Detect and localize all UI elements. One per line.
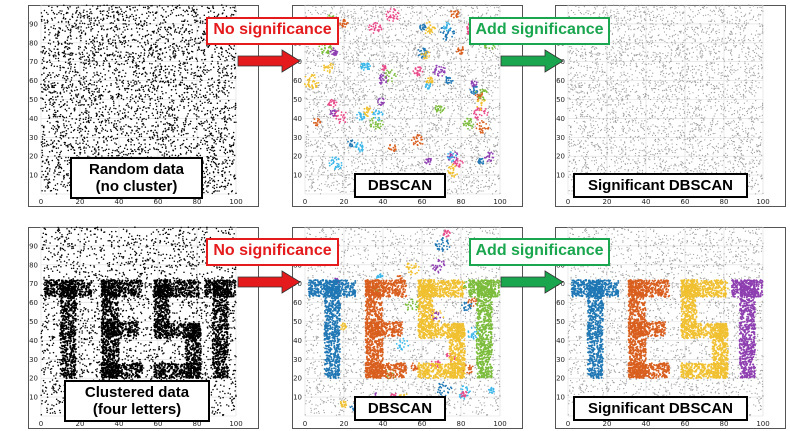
y-tick-label: 20 bbox=[29, 375, 38, 383]
y-tick-label: 30 bbox=[556, 356, 565, 364]
label-clustered-data: Clustered data (four letters) bbox=[64, 380, 210, 422]
y-tick-label: 10 bbox=[29, 394, 38, 402]
y-tick-label: 50 bbox=[293, 318, 302, 326]
y-tick-label: 20 bbox=[556, 375, 565, 383]
x-tick-label: 20 bbox=[603, 420, 612, 428]
x-tick-label: 0 bbox=[303, 198, 307, 206]
label-significant-dbscan-top-line1: Significant DBSCAN bbox=[581, 177, 740, 194]
x-tick-label: 0 bbox=[303, 420, 307, 428]
y-tick-label: 90 bbox=[29, 242, 38, 250]
y-tick-label: 90 bbox=[29, 20, 38, 28]
y-tick-label: 10 bbox=[29, 172, 38, 180]
y-tick-label: 80 bbox=[29, 39, 38, 47]
y-tick-label: 60 bbox=[29, 77, 38, 85]
y-tick-label: 70 bbox=[29, 280, 38, 288]
x-tick-label: 20 bbox=[603, 198, 612, 206]
y-tick-label: 60 bbox=[556, 299, 565, 307]
label-dbscan-bottom-line1: DBSCAN bbox=[362, 400, 438, 417]
y-tick-label: 30 bbox=[293, 134, 302, 142]
x-tick-label: 80 bbox=[720, 198, 729, 206]
x-tick-label: 0 bbox=[566, 198, 570, 206]
y-tick-label: 20 bbox=[293, 153, 302, 161]
y-tick-label: 30 bbox=[29, 356, 38, 364]
y-tick-label: 20 bbox=[293, 375, 302, 383]
x-tick-label: 20 bbox=[76, 198, 85, 206]
label-significant-dbscan-top: Significant DBSCAN bbox=[573, 173, 748, 198]
x-tick-label: 100 bbox=[493, 198, 506, 206]
x-tick-label: 60 bbox=[418, 198, 427, 206]
x-tick-label: 60 bbox=[681, 420, 690, 428]
label-clustered-data-line2: (four letters) bbox=[72, 401, 202, 418]
x-tick-label: 40 bbox=[642, 198, 651, 206]
y-tick-label: 80 bbox=[29, 261, 38, 269]
x-tick-label: 80 bbox=[193, 198, 202, 206]
x-tick-label: 40 bbox=[379, 420, 388, 428]
label-dbscan-top-line1: DBSCAN bbox=[362, 177, 438, 194]
y-tick-label: 60 bbox=[293, 77, 302, 85]
y-tick-label: 40 bbox=[293, 115, 302, 123]
label-significant-dbscan-bottom: Significant DBSCAN bbox=[573, 396, 748, 421]
y-tick-label: 30 bbox=[29, 134, 38, 142]
y-tick-label: 10 bbox=[293, 172, 302, 180]
y-tick-label: 10 bbox=[556, 172, 565, 180]
x-tick-label: 80 bbox=[457, 420, 466, 428]
y-tick-label: 60 bbox=[293, 299, 302, 307]
y-tick-label: 60 bbox=[556, 77, 565, 85]
x-tick-label: 100 bbox=[229, 420, 242, 428]
y-tick-label: 50 bbox=[293, 96, 302, 104]
y-tick-label: 20 bbox=[29, 153, 38, 161]
no-significance-label-top: No significance bbox=[206, 17, 339, 45]
y-tick-label: 50 bbox=[556, 318, 565, 326]
x-tick-label: 0 bbox=[39, 198, 43, 206]
x-tick-label: 60 bbox=[418, 420, 427, 428]
no-significance-label-bottom: No significance bbox=[206, 238, 339, 266]
label-random-data-line1: Random data bbox=[78, 161, 195, 178]
x-tick-label: 60 bbox=[681, 198, 690, 206]
label-dbscan-bottom: DBSCAN bbox=[354, 396, 446, 421]
label-dbscan-top: DBSCAN bbox=[354, 173, 446, 198]
y-tick-label: 70 bbox=[29, 58, 38, 66]
y-tick-label: 40 bbox=[556, 337, 565, 345]
y-tick-label: 20 bbox=[556, 153, 565, 161]
label-clustered-data-line1: Clustered data bbox=[72, 384, 202, 401]
add-significance-label-top: Add significance bbox=[469, 17, 610, 45]
label-random-data-line2: (no cluster) bbox=[78, 178, 195, 195]
x-tick-label: 80 bbox=[720, 420, 729, 428]
y-tick-label: 60 bbox=[29, 299, 38, 307]
y-tick-label: 40 bbox=[29, 115, 38, 123]
x-tick-label: 0 bbox=[566, 420, 570, 428]
x-tick-label: 40 bbox=[642, 420, 651, 428]
x-tick-label: 80 bbox=[457, 198, 466, 206]
x-tick-label: 100 bbox=[756, 420, 769, 428]
label-random-data: Random data (no cluster) bbox=[70, 157, 203, 199]
y-tick-label: 50 bbox=[29, 318, 38, 326]
x-tick-label: 0 bbox=[39, 420, 43, 428]
x-tick-label: 40 bbox=[379, 198, 388, 206]
y-tick-label: 10 bbox=[293, 394, 302, 402]
y-tick-label: 50 bbox=[29, 96, 38, 104]
y-tick-label: 40 bbox=[29, 337, 38, 345]
y-tick-label: 40 bbox=[556, 115, 565, 123]
y-tick-label: 30 bbox=[556, 134, 565, 142]
y-tick-label: 50 bbox=[556, 96, 565, 104]
x-tick-label: 100 bbox=[493, 420, 506, 428]
x-tick-label: 60 bbox=[154, 198, 163, 206]
y-tick-label: 30 bbox=[293, 356, 302, 364]
x-tick-label: 20 bbox=[340, 420, 349, 428]
x-tick-label: 100 bbox=[756, 198, 769, 206]
add-significance-label-bottom: Add significance bbox=[469, 238, 610, 266]
label-significant-dbscan-bottom-line1: Significant DBSCAN bbox=[581, 400, 740, 417]
x-tick-label: 20 bbox=[340, 198, 349, 206]
y-tick-label: 10 bbox=[556, 394, 565, 402]
x-tick-label: 40 bbox=[115, 198, 124, 206]
x-tick-label: 100 bbox=[229, 198, 242, 206]
y-tick-label: 40 bbox=[293, 337, 302, 345]
